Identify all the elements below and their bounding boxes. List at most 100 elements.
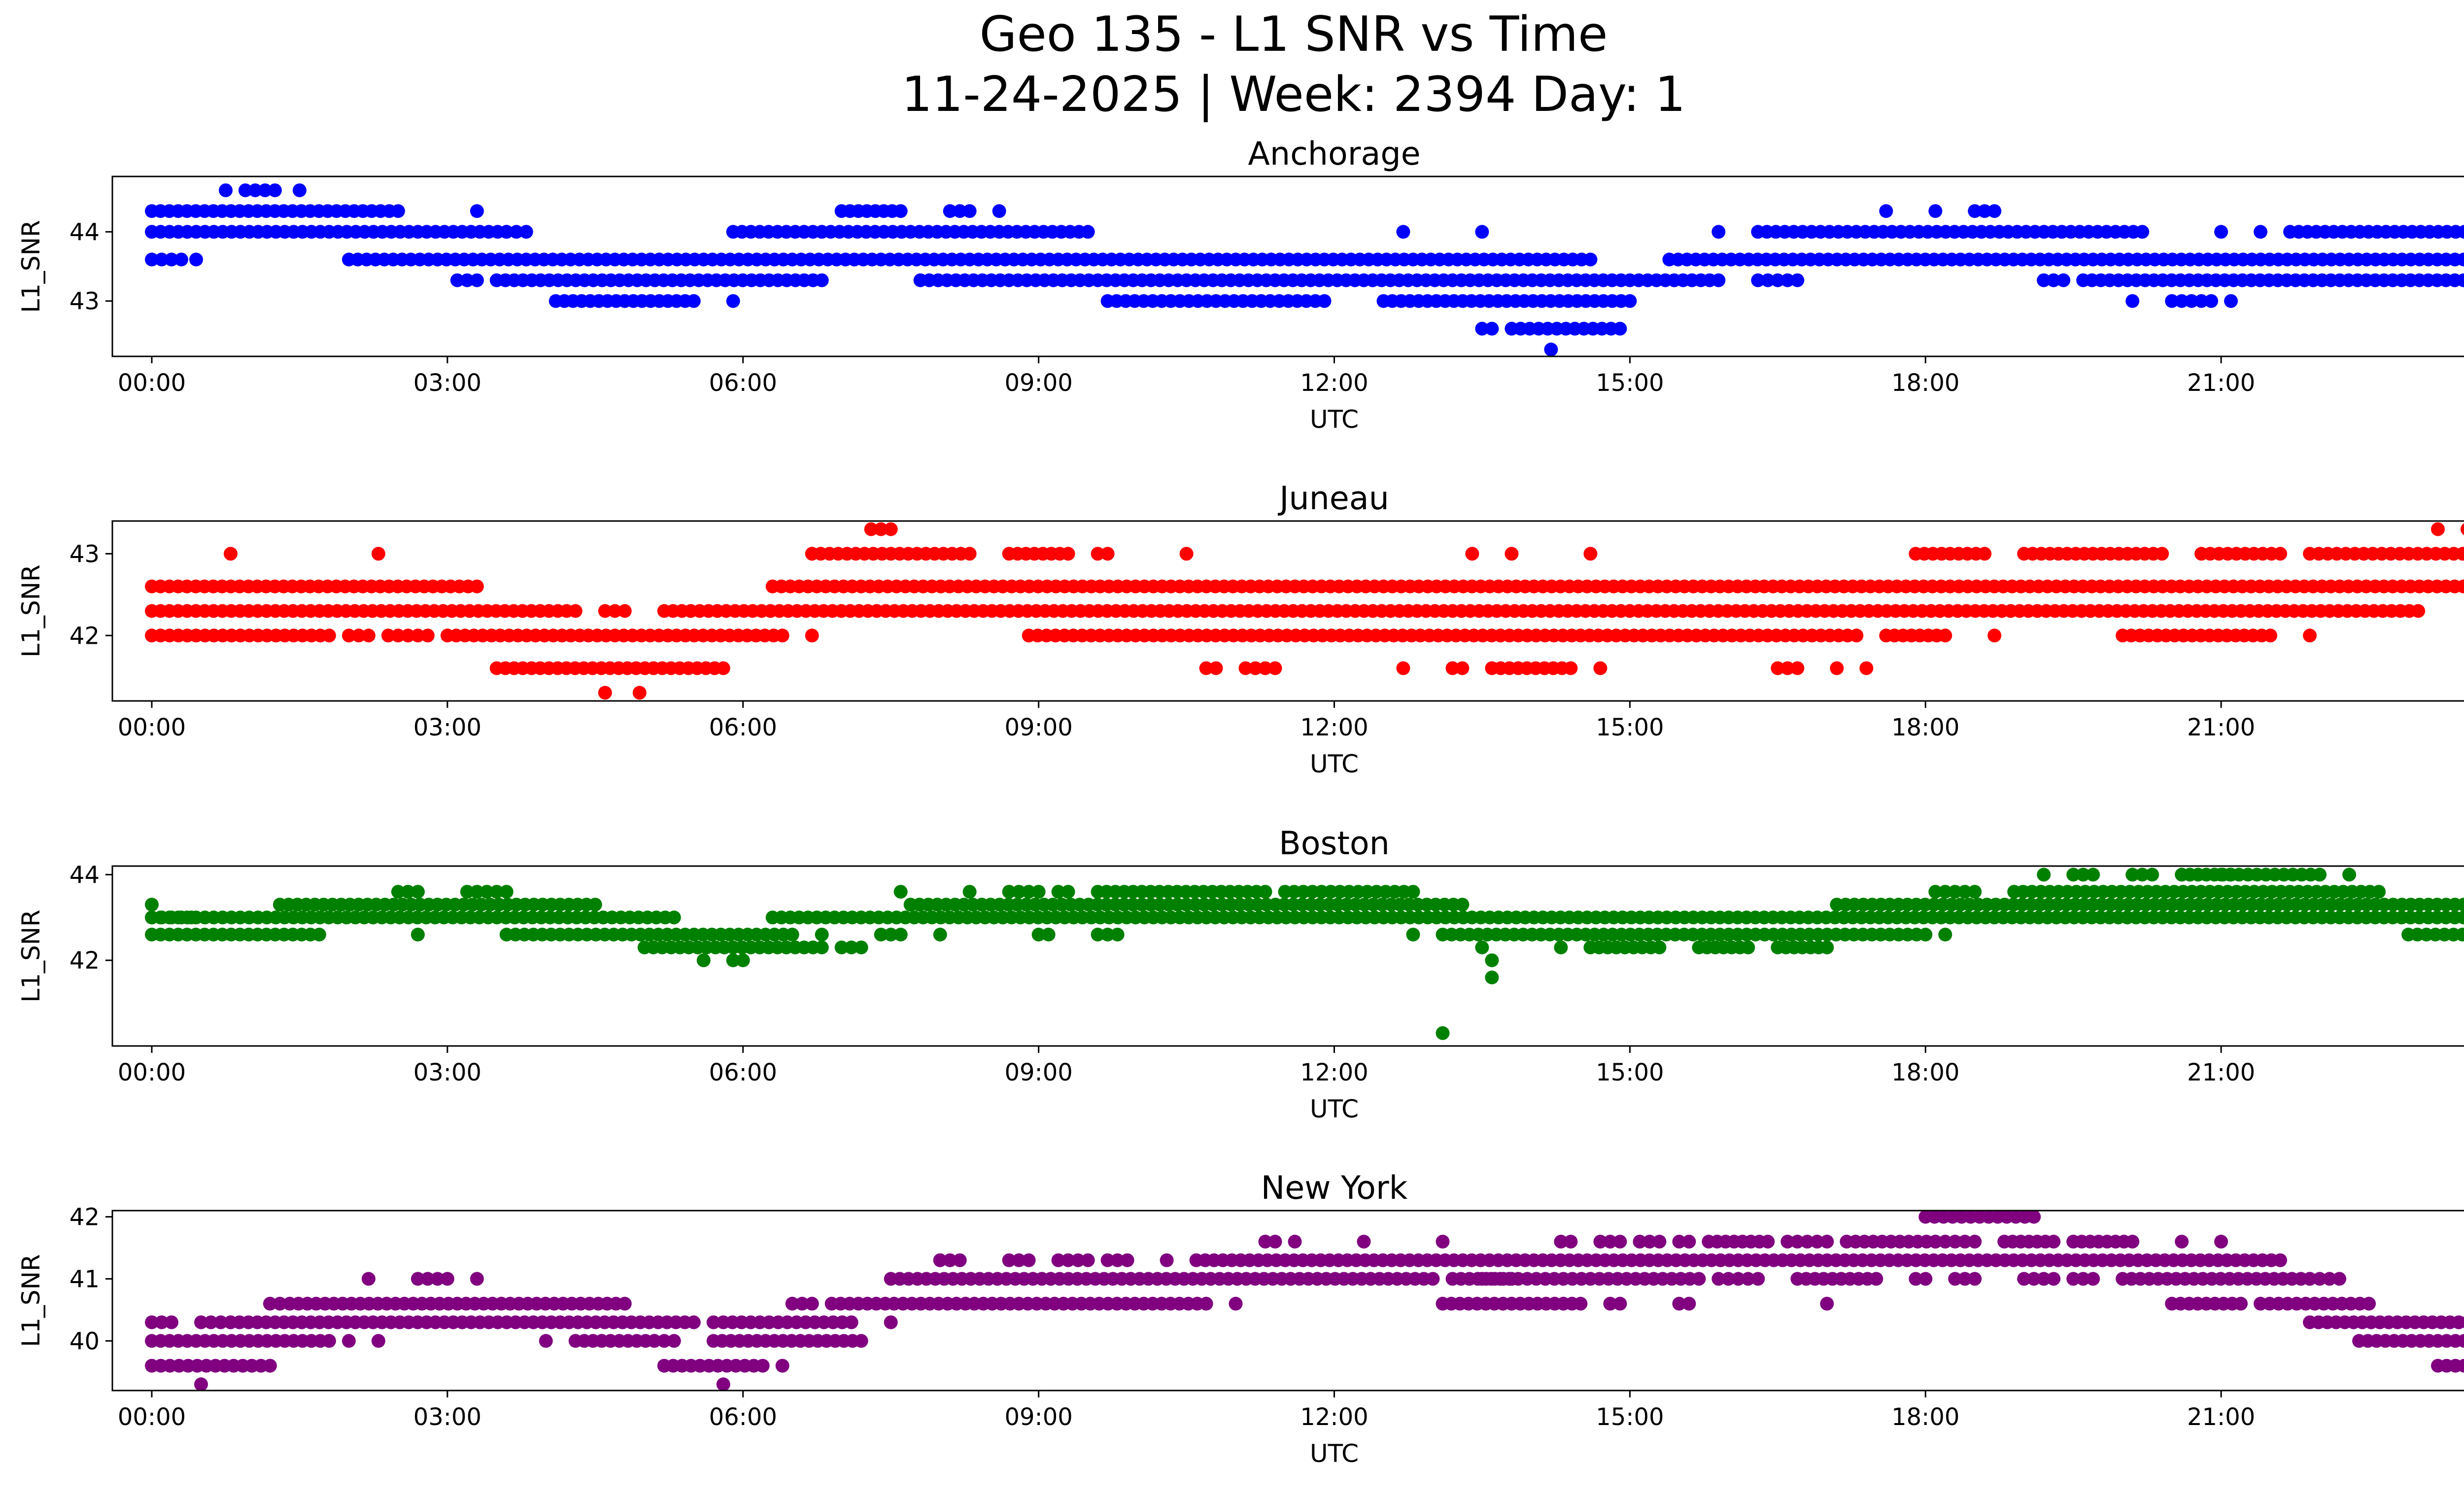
figure-title-line-2: 11-24-2025 | Week: 2394 Day: 1	[902, 67, 1686, 123]
data-point	[963, 204, 977, 218]
x-axis-label-anchorage: UTC	[1310, 405, 1359, 434]
data-point	[312, 928, 326, 941]
data-point	[805, 628, 819, 642]
y-tick-label: 42	[69, 1204, 100, 1231]
data-point	[756, 1359, 770, 1373]
data-point	[1574, 1297, 1587, 1311]
data-point	[470, 204, 484, 218]
data-point	[1268, 1235, 1282, 1249]
data-point	[1751, 1272, 1765, 1286]
data-point	[1436, 1026, 1450, 1040]
data-point	[776, 628, 789, 642]
data-point	[2086, 1272, 2100, 1286]
data-point	[2155, 547, 2169, 560]
data-point	[687, 1316, 701, 1329]
x-tick-label: 12:00	[1300, 1403, 1368, 1431]
x-tick-label: 15:00	[1596, 1059, 1664, 1086]
x-tick-label: 09:00	[1004, 1403, 1072, 1431]
x-tick-label: 09:00	[1004, 369, 1072, 397]
data-point	[421, 628, 435, 642]
axes-frame-anchorage	[112, 176, 2464, 356]
data-point	[1505, 547, 1518, 560]
data-point	[2273, 1253, 2287, 1267]
x-tick-label: 00:00	[118, 1403, 186, 1431]
data-point	[1968, 1272, 1982, 1286]
data-point	[1268, 661, 1282, 675]
data-point	[894, 885, 908, 899]
x-tick-label: 06:00	[709, 1059, 777, 1086]
data-point	[2214, 225, 2228, 239]
data-point	[717, 1377, 730, 1391]
y-axis-label-anchorage: L1_SNR	[17, 220, 45, 313]
data-point	[1032, 885, 1046, 899]
data-point	[1928, 204, 1942, 218]
data-point	[1199, 1297, 1213, 1311]
y-tick-label: 41	[69, 1265, 100, 1293]
data-point	[145, 898, 159, 911]
data-point	[1938, 928, 1952, 941]
data-point	[2234, 1297, 2248, 1311]
data-point	[1475, 225, 1489, 239]
data-point	[855, 1334, 868, 1348]
data-point	[1790, 661, 1804, 675]
data-point	[500, 885, 513, 899]
data-point	[1081, 1253, 1095, 1267]
data-point	[1564, 1235, 1577, 1249]
data-point	[933, 928, 947, 941]
data-point	[815, 940, 829, 954]
data-point	[1987, 628, 2001, 642]
data-point	[1830, 661, 1844, 675]
data-point	[1544, 343, 1558, 356]
x-tick-label: 21:00	[2187, 714, 2255, 741]
data-point	[1485, 953, 1499, 967]
figure-title-line-1: Geo 135 - L1 SNR vs Time	[980, 6, 1608, 63]
data-point	[372, 547, 385, 560]
data-point	[588, 898, 602, 911]
data-point	[1259, 885, 1272, 899]
data-point	[717, 661, 730, 675]
y-axis-label-boston: L1_SNR	[17, 909, 45, 1003]
data-point	[963, 547, 977, 560]
x-tick-label: 18:00	[1891, 1059, 1959, 1086]
series-boston	[145, 868, 2464, 1040]
data-point	[411, 928, 425, 941]
data-point	[1623, 294, 1637, 308]
data-point	[2411, 604, 2425, 618]
data-point	[1554, 940, 1568, 954]
data-point	[1397, 661, 1410, 675]
data-point	[2313, 868, 2327, 881]
data-point	[1406, 928, 1420, 941]
data-point	[776, 1359, 789, 1373]
data-point	[293, 183, 307, 197]
x-tick-label: 15:00	[1596, 1403, 1664, 1431]
data-point	[1101, 547, 1115, 560]
data-point	[470, 274, 484, 287]
data-point	[805, 1297, 819, 1311]
x-tick-label: 06:00	[709, 369, 777, 397]
data-point	[1180, 547, 1194, 560]
x-tick-label: 21:00	[2187, 369, 2255, 397]
data-point	[1968, 1235, 1982, 1249]
data-point	[1692, 1272, 1706, 1286]
data-point	[786, 928, 799, 941]
data-point	[1485, 322, 1499, 336]
data-point	[2125, 294, 2139, 308]
panel-title-anchorage: Anchorage	[1248, 136, 1420, 173]
data-point	[894, 928, 908, 941]
x-tick-label: 09:00	[1004, 1059, 1072, 1086]
x-tick-label: 18:00	[1891, 714, 1959, 741]
data-point	[1918, 928, 1932, 941]
data-point	[1022, 1253, 1036, 1267]
data-point	[342, 1334, 356, 1348]
data-point	[1583, 547, 1597, 560]
data-point	[2086, 868, 2100, 881]
data-point	[2047, 1235, 2060, 1249]
data-point	[174, 253, 188, 267]
data-point	[1613, 1235, 1627, 1249]
data-point	[2342, 868, 2356, 881]
data-point	[2125, 1235, 2139, 1249]
data-point	[1613, 1297, 1627, 1311]
